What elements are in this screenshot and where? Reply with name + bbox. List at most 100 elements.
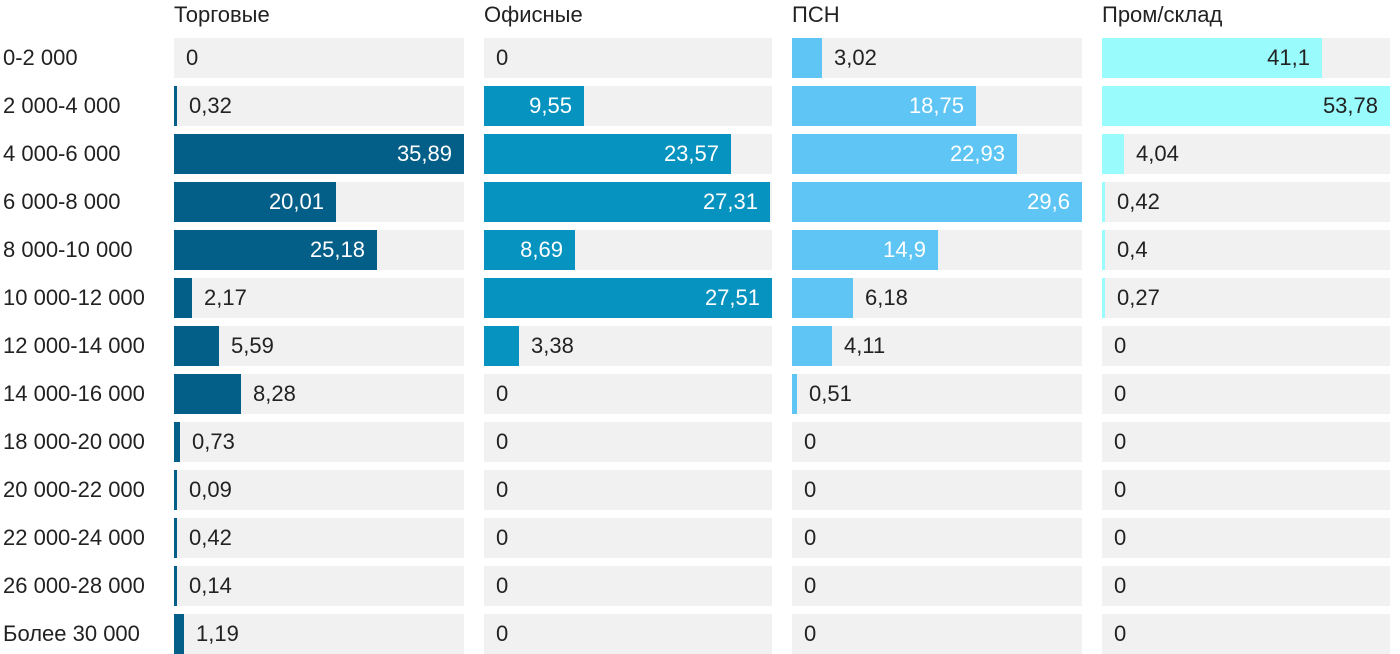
data-label: 35,89 xyxy=(396,141,452,166)
data-label: 0 xyxy=(804,429,817,454)
data-label: 4,04 xyxy=(1136,141,1179,166)
bar-track: 0,73 xyxy=(174,422,464,462)
data-bar xyxy=(1102,182,1105,222)
bar-track: 0 xyxy=(484,470,772,510)
category-label: 6 000-8 000 xyxy=(3,189,121,214)
data-bar xyxy=(792,230,938,270)
bar-track: 5,59 xyxy=(174,326,464,366)
series-header: Офисные xyxy=(484,2,583,27)
bar-track: 0 xyxy=(792,470,1082,510)
bar-track: 20,01 xyxy=(174,182,464,222)
data-label: 0,4 xyxy=(1117,237,1148,262)
data-label: 53,78 xyxy=(1322,93,1378,118)
bar-track: 41,1 xyxy=(1102,38,1390,78)
bar-track: 0,4 xyxy=(1102,230,1390,270)
category-label: 20 000-22 000 xyxy=(3,477,145,502)
bar-track: 0,51 xyxy=(792,374,1082,414)
bar-track: 27,31 xyxy=(484,182,772,222)
bar-track: 0,42 xyxy=(174,518,464,558)
data-label: 8,69 xyxy=(520,237,563,262)
data-label: 0 xyxy=(1114,621,1127,646)
data-label: 0 xyxy=(1114,477,1127,502)
data-label: 4,11 xyxy=(844,333,886,358)
data-bar xyxy=(792,182,1082,222)
category-label: 12 000-14 000 xyxy=(3,333,145,358)
data-label: 1,19 xyxy=(196,621,239,646)
category-label: 14 000-16 000 xyxy=(3,381,145,406)
data-label: 0 xyxy=(1114,333,1127,358)
data-label: 0,73 xyxy=(192,429,235,454)
data-bar xyxy=(1102,230,1105,270)
data-label: 23,57 xyxy=(663,141,719,166)
bar-track: 0 xyxy=(484,422,772,462)
bar-track: 27,51 xyxy=(484,278,772,318)
bar-track: 0 xyxy=(1102,614,1390,654)
bar-track: 0 xyxy=(792,422,1082,462)
data-bar xyxy=(792,278,853,318)
data-label: 0 xyxy=(804,573,817,598)
data-label: 0 xyxy=(1114,525,1127,550)
data-bar xyxy=(174,278,192,318)
data-label: 0 xyxy=(186,45,199,70)
bar-track: 0 xyxy=(1102,422,1390,462)
bar-track: 3,02 xyxy=(792,38,1082,78)
data-bar xyxy=(174,134,464,174)
data-label: 14,9 xyxy=(883,237,926,262)
bar-track: 4,04 xyxy=(1102,134,1390,174)
data-label: 0,27 xyxy=(1117,285,1160,310)
bar-track: 1,19 xyxy=(174,614,464,654)
data-label: 0 xyxy=(804,621,817,646)
bar-track: 0 xyxy=(1102,326,1390,366)
data-bar xyxy=(174,566,177,606)
data-label: 0,14 xyxy=(189,573,232,598)
series-header: Торговые xyxy=(174,2,270,27)
data-label: 5,59 xyxy=(231,333,274,358)
bar-track: 0 xyxy=(484,38,772,78)
data-bar xyxy=(174,326,219,366)
data-label: 0 xyxy=(804,477,817,502)
bar-track: 0 xyxy=(1102,518,1390,558)
data-label: 0 xyxy=(1114,573,1127,598)
bar-track: 0,42 xyxy=(1102,182,1390,222)
bar-track: 0 xyxy=(792,566,1082,606)
category-label: Более 30 000 xyxy=(3,621,140,646)
bar-track: 0 xyxy=(484,566,772,606)
bar-track: 6,18 xyxy=(792,278,1082,318)
data-bar xyxy=(484,86,584,126)
data-bar xyxy=(792,326,832,366)
category-label: 2 000-4 000 xyxy=(3,93,121,118)
bar-track: 0,32 xyxy=(174,86,464,126)
data-bar xyxy=(792,134,1017,174)
bar-track: 53,78 xyxy=(1102,86,1390,126)
bar-track: 0,09 xyxy=(174,470,464,510)
data-bar xyxy=(1102,134,1124,174)
category-label: 10 000-12 000 xyxy=(3,285,145,310)
bar-track: 0,27 xyxy=(1102,278,1390,318)
bar-track: 3,38 xyxy=(484,326,772,366)
data-bar xyxy=(484,134,731,174)
bar-track: 25,18 xyxy=(174,230,464,270)
data-label: 22,93 xyxy=(949,141,1005,166)
data-bar xyxy=(174,86,177,126)
data-label: 0 xyxy=(496,477,509,502)
bar-track: 22,93 xyxy=(792,134,1082,174)
data-label: 0,09 xyxy=(189,477,232,502)
data-bar xyxy=(484,182,770,222)
data-label: 0 xyxy=(1114,381,1127,406)
data-label: 25,18 xyxy=(309,237,365,262)
series-header: Пром/склад xyxy=(1102,2,1223,27)
category-label: 26 000-28 000 xyxy=(3,573,145,598)
category-label: 0-2 000 xyxy=(3,45,78,70)
bar-track: 0 xyxy=(1102,374,1390,414)
bar-track: 14,9 xyxy=(792,230,1082,270)
bar-track: 35,89 xyxy=(174,134,464,174)
category-label: 8 000-10 000 xyxy=(3,237,133,262)
bar-track: 4,11 xyxy=(792,326,1082,366)
data-bar xyxy=(484,230,575,270)
data-bar xyxy=(174,470,177,510)
data-bar xyxy=(174,230,377,270)
data-label: 0 xyxy=(496,45,509,70)
bar-track: 18,75 xyxy=(792,86,1082,126)
bar-track: 0 xyxy=(1102,470,1390,510)
